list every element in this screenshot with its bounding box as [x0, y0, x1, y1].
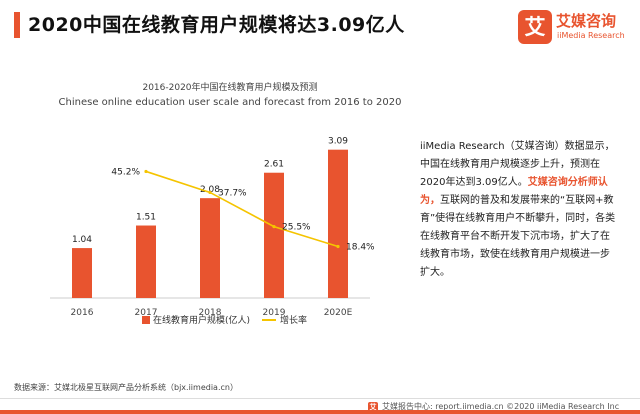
- growth-rate-point: [272, 225, 276, 229]
- x-tick-label: 2019: [263, 308, 286, 318]
- legend-line-label: 增长率: [280, 314, 307, 326]
- brand-name-en: iiMedia Research: [557, 31, 625, 40]
- legend-bar-label: 在线教育用户规模(亿人): [153, 314, 250, 326]
- footer-logo-icon: 艾: [368, 402, 378, 412]
- chart-title: 2016-2020年中国在线教育用户规模及预测: [142, 83, 318, 93]
- brand-logo: 艾 艾媒咨询 iiMedia Research: [518, 10, 634, 46]
- bar-value-label: 1.04: [72, 235, 92, 245]
- bar-value-label: 2.08: [200, 185, 220, 195]
- title-accent-bar: [14, 12, 20, 38]
- description-part1: iiMedia Research（艾媒咨询）数据显示，中国在线教育用户规模逐步上…: [420, 141, 615, 188]
- growth-rate-line: [145, 170, 339, 248]
- growth-rate-label: 45.2%: [111, 167, 140, 177]
- description-text: iiMedia Research（艾媒咨询）数据显示，中国在线教育用户规模逐步上…: [420, 138, 616, 282]
- footer: 艾 艾媒报告中心: report.iimedia.cn ©2020 iiMedi…: [0, 400, 640, 414]
- x-tick-label: 2020E: [324, 308, 353, 318]
- brand-badge-icon: 艾: [518, 10, 552, 44]
- bottom-accent-band: [0, 410, 640, 414]
- bar-2017: [136, 225, 156, 298]
- x-tick-label: 2016: [71, 308, 94, 318]
- description-part2: 互联网的普及和发展带来的“互联网+教育”使得在线教育用户不断攀升，同时，各类在线…: [420, 195, 616, 278]
- bar-value-label: 2.61: [264, 160, 284, 170]
- bar-2020E: [328, 149, 348, 298]
- bar-2016: [72, 248, 92, 298]
- description-highlight: 艾媒咨询分析师认为，: [420, 177, 608, 206]
- footer-divider: [0, 398, 640, 399]
- bar-value-label: 1.51: [136, 213, 156, 223]
- x-tick-label: 2017: [135, 308, 158, 318]
- legend-bar-swatch: [142, 316, 150, 324]
- x-tick-label: 2018: [199, 308, 222, 318]
- growth-rate-label: 25.5%: [282, 223, 311, 233]
- data-source: 数据来源：艾媒北极星互联网产品分析系统（bjx.iimedia.cn）: [14, 383, 238, 392]
- chart-subtitle: Chinese online education user scale and …: [58, 97, 402, 108]
- bar-value-label: 3.09: [328, 137, 348, 147]
- growth-rate-point: [336, 244, 340, 249]
- growth-rate-point: [208, 190, 212, 195]
- brand-name-cn: 艾媒咨询: [556, 12, 617, 30]
- growth-rate-label: 37.7%: [218, 188, 247, 198]
- growth-rate-label: 18.4%: [346, 242, 375, 252]
- page-title: 2020中国在线教育用户规模将达3.09亿人: [28, 14, 405, 36]
- growth-rate-point: [144, 169, 148, 174]
- footer-text: 艾媒报告中心: report.iimedia.cn ©2020 iiMedia …: [382, 402, 620, 411]
- bar-2019: [264, 172, 284, 298]
- bar-2018: [200, 198, 220, 298]
